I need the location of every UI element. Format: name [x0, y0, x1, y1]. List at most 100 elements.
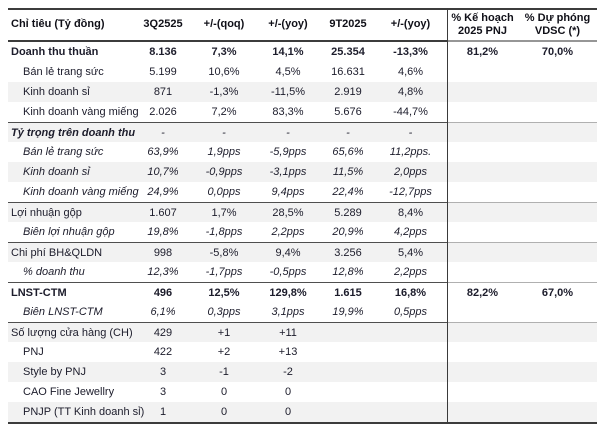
table-cell: -3,1pps	[269, 166, 307, 178]
table-cell: 10,6%	[208, 66, 240, 78]
table-header-row: Chỉ tiêu (Tỷ đồng) 3Q2525 +/-(qoq) +/-(y…	[8, 10, 597, 40]
table-row: Chi phí BH&QLDN 998 -5,8% 9,4% 3.256 5,4%	[8, 242, 597, 262]
table-cell: 1	[159, 406, 167, 418]
table-cell: 2.919	[334, 86, 362, 98]
table-cell: 11,5%	[332, 166, 364, 178]
table-cell: 82,2%	[447, 282, 518, 302]
table-cell: 12,3%	[147, 266, 179, 278]
header-yoy-2: +/-(yoy)	[390, 18, 431, 31]
column-group-divider	[447, 8, 448, 424]
table-cell: 9,4%	[254, 242, 322, 262]
table-row: CAO Fine Jewellry 3 0 0	[8, 382, 597, 402]
table-cell: 3	[159, 366, 167, 378]
header-plan-pct-line1: % Kế hoạch	[451, 11, 514, 24]
table-cell: 5.676	[334, 106, 362, 118]
table-cell: 81,2%	[466, 46, 499, 58]
table-body: Doanh thu thuần 8.136 7,3% 14,1% 25.354 -13,3…	[8, 42, 597, 422]
table-cell: 3.256	[322, 242, 374, 262]
table-cell	[447, 222, 518, 242]
table-cell: -1	[219, 366, 229, 378]
table-cell	[518, 242, 597, 262]
financial-table: Chỉ tiêu (Tỷ đồng) 3Q2525 +/-(qoq) +/-(y…	[8, 8, 597, 424]
table-row: Tỷ trọng trên doanh thu - - - - -	[8, 122, 597, 142]
row-label: Kinh doanh sỉ	[23, 166, 90, 178]
table-cell	[447, 202, 518, 222]
table-cell: +11	[254, 322, 322, 342]
table-cell	[322, 402, 374, 422]
table-cell: +1	[194, 322, 254, 342]
table-cell: 19,8%	[147, 226, 179, 238]
table-cell	[447, 302, 518, 322]
table-cell: -	[374, 122, 447, 142]
table-cell	[518, 382, 597, 402]
table-cell: -2	[283, 366, 293, 378]
table-cell	[447, 142, 518, 162]
table-cell: -1,7pps	[205, 266, 243, 278]
table-cell: 4,8%	[397, 86, 424, 98]
table-cell: 5.199	[149, 66, 177, 78]
row-label: Biên LNST-CTM	[23, 306, 103, 318]
table-cell: -	[132, 122, 194, 142]
table-row: Kinh doanh vàng miếng 2.026 7,2% 83,3% 5.676…	[8, 102, 597, 122]
table-cell	[518, 322, 597, 342]
table-cell: 9,4pps	[271, 186, 305, 198]
table-cell: 70,0%	[541, 46, 574, 58]
table-row: Doanh thu thuần 8.136 7,3% 14,1% 25.354 -13,3…	[8, 42, 597, 62]
table-cell: 28,5%	[254, 202, 322, 222]
table-cell: 67,0%	[518, 282, 597, 302]
table-cell: 4,6%	[397, 66, 424, 78]
table-cell	[518, 362, 597, 382]
header-indicator: Chỉ tiêu (Tỷ đồng)	[11, 18, 105, 31]
table-cell: -13,3%	[393, 46, 428, 58]
table-cell	[374, 362, 447, 382]
table-cell	[518, 222, 597, 242]
table-cell	[447, 342, 518, 362]
table-cell: 0	[284, 386, 292, 398]
table-cell: -0,5pps	[269, 266, 307, 278]
table-cell: -	[322, 122, 374, 142]
row-label: Doanh thu thuần	[11, 46, 99, 58]
header-plan-pct: % Kế hoạch 2025 PNJ	[447, 10, 518, 40]
header-9t2025: 9T2025	[329, 18, 367, 31]
table-row: PNJP (TT Kinh doanh sỉ) 1 0 0	[8, 402, 597, 422]
table-cell	[518, 142, 597, 162]
table-top-border	[8, 8, 597, 10]
row-label: Chi phí BH&QLDN	[8, 242, 132, 262]
table-cell	[518, 122, 597, 142]
table-cell: +2	[217, 346, 231, 358]
header-bottom-border	[8, 40, 597, 42]
table-cell: 25.354	[331, 46, 365, 58]
row-label: PNJ	[23, 346, 44, 358]
header-yoy: +/-(yoy)	[268, 18, 308, 31]
table-cell: 5,4%	[374, 242, 447, 262]
table-cell: -5,8%	[194, 242, 254, 262]
table-cell: -	[254, 122, 322, 142]
table-cell: 2,2pps	[271, 226, 305, 238]
table-cell	[518, 342, 597, 362]
table-cell	[518, 102, 597, 122]
table-cell	[374, 402, 447, 422]
table-bottom-border	[8, 422, 597, 424]
table-cell: 4,2pps	[393, 226, 428, 238]
table-cell	[374, 342, 447, 362]
table-cell: -44,7%	[393, 106, 428, 118]
table-cell: 0,3pps	[207, 306, 241, 318]
table-cell: 16,8%	[374, 282, 447, 302]
table-cell: 4,5%	[275, 66, 301, 78]
table-cell	[447, 322, 518, 342]
row-label: Bán lẻ trang sức	[23, 66, 104, 78]
table-row: Biên LNST-CTM 6,1% 0,3pps 3,1pps 19,9% 0,5pps	[8, 302, 597, 322]
table-cell	[518, 262, 597, 282]
table-row: Kinh doanh sỉ 10,7% -0,9pps -3,1pps 11,5% 2,0…	[8, 162, 597, 182]
table-row: PNJ 422 +2 +13	[8, 342, 597, 362]
table-cell: -11,5%	[270, 86, 306, 98]
header-forecast-pct-line2: VDSC (*)	[534, 25, 581, 37]
table-row: Bán lẻ trang sức 63,9% 1,9pps -5,9pps 65,6% 1…	[8, 142, 597, 162]
table-cell	[518, 62, 597, 82]
table-cell	[518, 182, 597, 202]
table-cell: 11,2pps.	[389, 146, 432, 158]
table-cell: 65,6%	[332, 146, 364, 158]
header-plan-pct-line2: 2025 PNJ	[458, 25, 507, 37]
table-cell: 7,3%	[211, 46, 237, 58]
